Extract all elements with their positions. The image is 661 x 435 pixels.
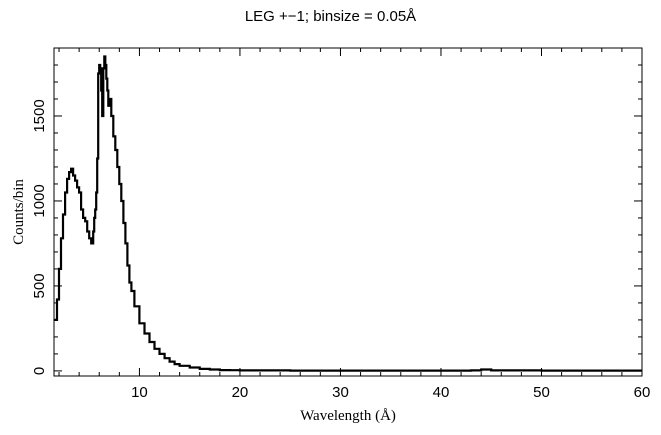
- y-tick-label: 1000: [31, 184, 48, 217]
- x-tick-label: 50: [533, 384, 550, 401]
- y-tick-label: 1500: [31, 99, 48, 132]
- x-tick-label: 40: [433, 384, 450, 401]
- y-tick-label: 500: [31, 273, 48, 298]
- x-tick-label: 60: [634, 384, 651, 401]
- x-tick-label: 10: [131, 384, 148, 401]
- chart-title: LEG +−1; binsize = 0.05Å: [244, 8, 417, 25]
- x-axis-label: Wavelength (Å): [300, 408, 396, 424]
- plot-frame: [53, 47, 643, 377]
- x-tick-label: 30: [332, 384, 349, 401]
- y-tick-label: 0: [31, 367, 48, 375]
- x-tick-label: 20: [232, 384, 249, 401]
- series-group: [54, 55, 642, 372]
- y-axis-label: Counts/bin: [11, 179, 27, 245]
- data-line: [54, 55, 642, 372]
- axis-ticks: 10 20 30 40 50 60 0 500 1000 1500: [31, 48, 650, 401]
